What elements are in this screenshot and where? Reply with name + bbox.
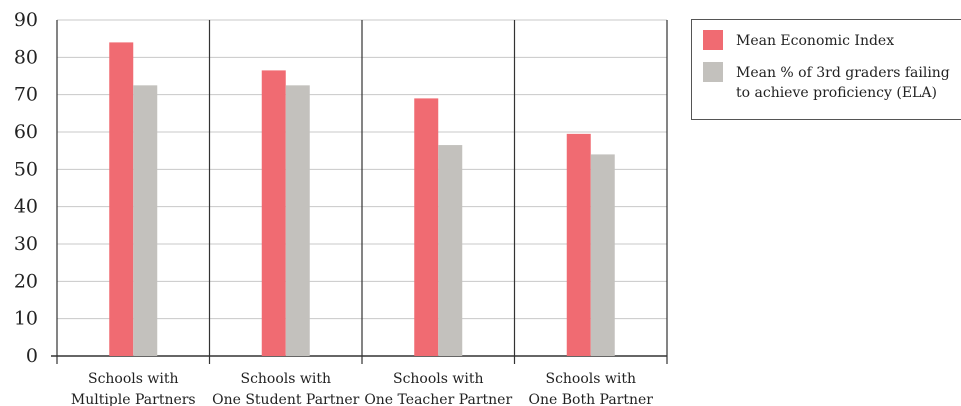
legend-label: Mean % of 3rd graders failing [736, 65, 950, 81]
bar-economic-index [261, 70, 286, 357]
y-tick-label: 90 [14, 9, 38, 31]
y-tick-label: 60 [14, 121, 38, 143]
bar-ela-failing [133, 85, 158, 356]
y-tick-label: 80 [14, 46, 38, 68]
bar-ela-failing [285, 85, 310, 356]
x-category-label: Schools with [545, 371, 636, 387]
y-tick-label: 50 [14, 158, 38, 180]
y-tick-label: 30 [14, 233, 38, 255]
bar-ela-failing [438, 145, 463, 356]
x-category-label: One Both Partner [529, 392, 654, 406]
legend-box [691, 19, 961, 120]
legend-label: Mean Economic Index [736, 33, 894, 49]
x-category-label: One Teacher Partner [364, 392, 512, 406]
legend-label: to achieve proficiency (ELA) [736, 85, 937, 101]
bar-ela-failing [590, 154, 615, 356]
y-tick-label: 70 [14, 84, 38, 106]
bar-economic-index [414, 98, 439, 357]
legend-swatch-ela-failing [703, 62, 723, 82]
y-tick-label: 40 [14, 196, 38, 218]
bar-economic-index [566, 133, 591, 356]
x-category-label: Schools with [240, 371, 331, 387]
x-category-label: Schools with [393, 371, 484, 387]
x-category-label: Multiple Partners [71, 392, 196, 406]
y-tick-label: 20 [14, 270, 38, 292]
x-category-label: One Student Partner [212, 392, 360, 406]
x-category-label: Schools with [88, 371, 179, 387]
bar-economic-index [109, 42, 134, 357]
y-tick-label: 0 [26, 345, 38, 367]
legend-swatch-economic-index [703, 30, 723, 50]
y-tick-label: 10 [14, 308, 38, 330]
